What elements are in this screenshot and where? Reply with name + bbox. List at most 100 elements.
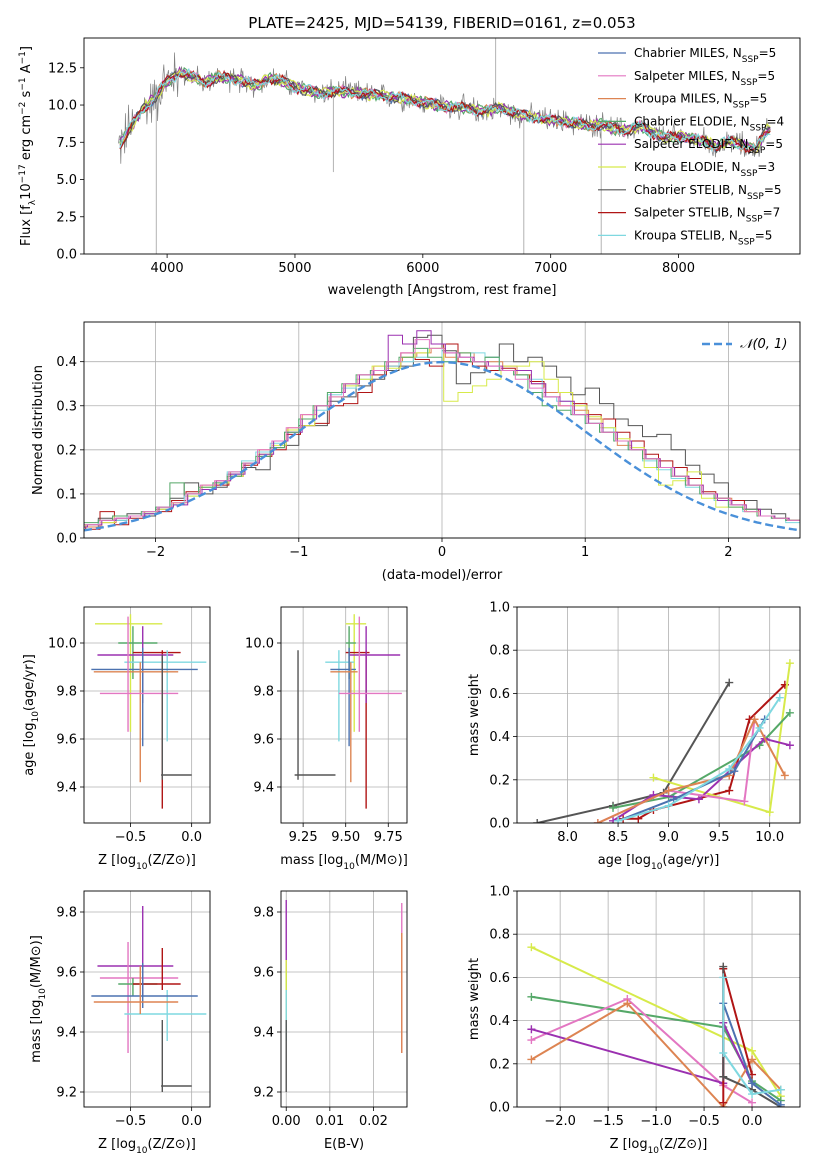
y-tick-label: 10.0: [48, 637, 77, 652]
plot-area: [294, 614, 402, 809]
legend-label: Chabrier MILES, NSSP=5: [634, 46, 776, 65]
axes-frame: [280, 606, 408, 824]
x-tick-label: 0.0: [181, 1114, 202, 1129]
model-spectrum-line: [119, 68, 771, 152]
weight-marker: [527, 1036, 536, 1045]
axes-frame: [83, 321, 801, 539]
weight-marker: [725, 765, 734, 773]
weight-marker: [719, 1049, 728, 1057]
weight-marker: [780, 771, 789, 780]
legend-label: Salpeter ELODIE, NSSP=5: [634, 137, 783, 156]
weight-marker: [730, 767, 739, 776]
y-tick-label: 0.8: [489, 644, 510, 659]
model-spectrum-line: [119, 67, 771, 152]
x-tick-label: 1: [581, 545, 589, 560]
y-tick-label: 9.4: [253, 781, 274, 796]
x-tick-label: 9.5: [709, 830, 730, 845]
y-tick-label: 2.5: [56, 210, 77, 225]
histogram-steps: [84, 339, 800, 526]
x-axis-label: Z [log10(Z/Z⊙)]: [98, 1137, 196, 1156]
y-tick-label: 9.6: [56, 966, 77, 981]
weight-marker: [664, 786, 673, 795]
weight-marker: [748, 1098, 757, 1107]
y-tick-label: 0.0: [489, 817, 510, 832]
x-axis-label: mass [log10(M/M⊙)]: [280, 853, 408, 872]
weight-marker: [740, 797, 749, 806]
weight-line: [531, 997, 753, 1104]
y-tick-label: 9.2: [56, 1086, 77, 1101]
x-tick-label: −1: [289, 545, 308, 560]
x-tick-label: 0.01: [315, 1114, 344, 1129]
y-tick-label: 7.5: [56, 136, 77, 151]
chart-title: PLATE=2425, MJD=54139, FIBERID=0161, z=0…: [248, 14, 635, 32]
model-spectrum-line: [119, 69, 771, 154]
weight-marker: [527, 943, 536, 952]
x-tick-label: 9.50: [331, 830, 360, 845]
y-tick-label: 9.4: [56, 1026, 77, 1041]
x-tick-label: 6000: [406, 261, 439, 276]
weight-marker: [785, 741, 794, 750]
axes-frame: [83, 606, 211, 824]
y-tick-label: 0.2: [56, 443, 77, 458]
y-axis-label: mass weight: [467, 958, 482, 1040]
histogram-steps: [84, 343, 800, 530]
y-tick-label: 9.6: [56, 733, 77, 748]
y-tick-label: 0.0: [56, 532, 77, 547]
legend-label: Kroupa STELIB, NSSP=5: [634, 228, 772, 247]
histogram-steps: [84, 347, 800, 528]
weight-line: [617, 718, 766, 822]
x-tick-label: 0.02: [359, 1114, 388, 1129]
weight-marker: [533, 819, 542, 823]
x-tick-label: −1.0: [640, 1114, 672, 1129]
legend-label: Kroupa MILES, NSSP=5: [634, 92, 767, 111]
histogram-steps: [84, 334, 800, 528]
weight-marker: [748, 1090, 757, 1099]
x-tick-label: 8.5: [608, 830, 629, 845]
plot-area: [91, 906, 207, 1092]
y-tick-label: 0.2: [489, 1057, 510, 1072]
y-tick-label: 1.0: [489, 601, 510, 616]
weight-marker: [649, 773, 658, 782]
weight-marker: [719, 962, 728, 971]
y-tick-label: 9.6: [253, 733, 274, 748]
y-tick-label: 12.5: [48, 61, 77, 76]
weight-line: [536, 682, 731, 823]
legend-label: Salpeter STELIB, NSSP=7: [634, 206, 780, 225]
y-tick-label: 10.0: [245, 637, 274, 652]
x-tick-label: 0.0: [181, 830, 202, 845]
weight-marker: [527, 992, 536, 1001]
x-tick-label: −2: [146, 545, 165, 560]
weight-marker: [785, 659, 794, 668]
legend-label: Salpeter MILES, NSSP=5: [634, 69, 775, 88]
y-tick-label: 9.6: [253, 966, 274, 981]
x-axis-label: age [log10(age/yr)]: [598, 853, 720, 872]
y-tick-label: 0.3: [56, 399, 77, 414]
y-tick-label: 5.0: [56, 173, 77, 188]
y-tick-label: 0.6: [489, 971, 510, 986]
y-tick-label: 9.8: [253, 906, 274, 921]
plot-area: [285, 900, 403, 1092]
x-tick-label: 7000: [534, 261, 567, 276]
weight-marker: [748, 1055, 757, 1064]
axes-frame: [280, 890, 408, 1108]
y-axis-label: Flux [fλ10−17 erg cm−2 s−1 A−1]: [18, 46, 38, 246]
x-tick-label: 9.25: [289, 830, 318, 845]
y-tick-label: 10.0: [48, 99, 77, 114]
x-tick-label: 10.0: [755, 830, 784, 845]
weight-marker: [614, 816, 623, 823]
x-tick-label: 8.0: [557, 830, 578, 845]
x-tick-label: −0.5: [115, 1114, 147, 1129]
x-tick-label: 0.0: [742, 1114, 763, 1129]
y-tick-label: 0.4: [56, 355, 77, 370]
y-tick-label: 0.4: [489, 730, 510, 745]
y-tick-label: 9.2: [253, 1086, 274, 1101]
x-tick-label: 0: [438, 545, 446, 560]
x-tick-label: 9.75: [374, 830, 403, 845]
x-axis-label: Z [log10(Z/Z⊙)]: [610, 1137, 708, 1156]
plot-area: [91, 614, 207, 809]
y-tick-label: 0.0: [489, 1101, 510, 1116]
y-axis-label: mass [log10(M/M⊙)]: [29, 935, 48, 1063]
plot-area: [527, 943, 785, 1107]
legend-label: Chabrier ELODIE, NSSP=4: [634, 114, 784, 133]
